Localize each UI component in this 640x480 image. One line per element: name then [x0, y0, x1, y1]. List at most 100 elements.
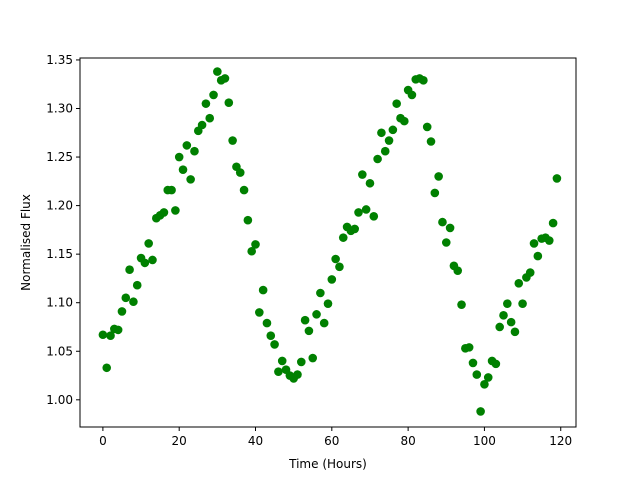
data-point	[121, 293, 131, 303]
data-point	[300, 315, 310, 325]
data-point	[457, 300, 466, 309]
data-point	[533, 251, 543, 261]
data-point	[171, 206, 180, 215]
data-point	[293, 370, 302, 379]
data-point	[464, 343, 474, 352]
data-point	[525, 268, 535, 277]
data-point	[102, 363, 112, 373]
data-point	[140, 258, 150, 268]
plot-frame	[79, 57, 577, 428]
data-point	[491, 359, 501, 369]
data-point	[255, 308, 264, 317]
data-point	[392, 99, 401, 108]
data-point	[251, 240, 260, 249]
data-point	[468, 358, 478, 368]
data-point	[243, 215, 253, 225]
data-point	[220, 74, 230, 83]
data-point	[422, 122, 432, 132]
y-tick-label: 1.05	[46, 344, 73, 358]
data-point	[483, 373, 493, 382]
data-point	[430, 188, 440, 198]
data-point	[548, 218, 558, 228]
data-point	[441, 238, 451, 247]
data-point	[361, 205, 371, 214]
data-point	[369, 211, 379, 221]
y-tick-label: 1.10	[46, 296, 73, 310]
data-point	[266, 331, 276, 341]
data-point	[365, 178, 375, 188]
x-tick-label: 40	[248, 434, 263, 448]
data-point	[453, 266, 463, 275]
data-point	[262, 318, 272, 328]
data-point	[186, 175, 195, 184]
data-point	[148, 255, 157, 265]
data-point	[354, 208, 363, 217]
data-point	[296, 357, 306, 367]
data-point	[125, 265, 134, 274]
data-point	[434, 172, 443, 181]
data-point	[235, 168, 245, 177]
data-point	[426, 137, 436, 146]
data-point	[503, 299, 512, 308]
data-point	[132, 280, 142, 290]
data-point	[338, 233, 348, 242]
y-tick-label: 1.30	[46, 101, 73, 115]
y-tick-label: 1.35	[46, 53, 73, 67]
data-point	[213, 67, 222, 76]
data-point	[201, 99, 211, 108]
data-point	[335, 262, 344, 272]
data-point	[400, 116, 409, 126]
data-point	[129, 297, 138, 307]
data-point	[319, 318, 329, 328]
data-point	[327, 275, 337, 284]
data-point	[419, 76, 428, 85]
y-tick-label: 1.00	[46, 393, 73, 407]
data-point	[514, 278, 524, 288]
data-point	[407, 90, 417, 100]
data-point	[323, 299, 333, 308]
data-point	[499, 311, 508, 320]
data-point	[350, 224, 360, 234]
data-point	[445, 223, 455, 233]
data-point	[495, 322, 504, 332]
data-point	[270, 340, 279, 349]
data-point	[472, 370, 482, 379]
data-point	[113, 325, 123, 335]
data-point	[277, 356, 287, 366]
data-point	[388, 125, 398, 135]
data-point	[438, 217, 447, 227]
data-point	[384, 136, 394, 145]
data-point	[167, 185, 176, 195]
data-point	[209, 90, 218, 100]
data-point	[480, 379, 489, 389]
data-point	[197, 120, 207, 130]
data-point	[476, 407, 485, 416]
data-point	[258, 285, 268, 295]
data-point	[373, 154, 382, 164]
x-axis-ticks: 0 20 40 60 80 100 120	[99, 427, 572, 448]
data-point	[358, 170, 367, 179]
data-point	[377, 128, 386, 138]
data-point	[98, 330, 108, 340]
x-tick-label: 20	[172, 434, 187, 448]
data-point	[174, 152, 184, 162]
data-point	[224, 98, 234, 107]
data-point	[316, 288, 325, 298]
data-point	[117, 307, 127, 316]
data-point	[228, 136, 237, 145]
y-tick-label: 1.20	[46, 199, 73, 213]
data-point	[544, 236, 554, 245]
data-point	[331, 254, 340, 264]
x-tick-label: 60	[324, 434, 339, 448]
data-point	[312, 310, 321, 319]
data-point	[190, 146, 199, 156]
data-point	[205, 113, 215, 123]
data-point	[159, 208, 169, 217]
data-point	[506, 317, 516, 327]
y-axis-ticks: 1.00 1.05 1.10 1.15 1.20 1.25 1.30 1.35	[46, 53, 80, 407]
x-tick-label: 0	[99, 434, 107, 448]
data-point	[144, 239, 153, 248]
data-points	[98, 67, 562, 416]
data-point	[552, 174, 562, 183]
